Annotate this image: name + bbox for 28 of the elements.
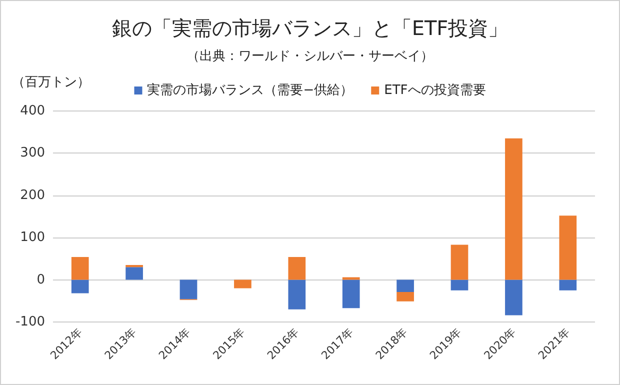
legend-label: 実需の市場バランス（需要−供給） xyxy=(147,82,354,98)
bar xyxy=(450,244,468,280)
legend-label: ETFへの投資需要 xyxy=(384,83,486,98)
y-tick-label: 100 xyxy=(20,230,45,246)
bar xyxy=(396,280,414,292)
y-tick-label: 400 xyxy=(20,104,45,118)
y-tick-label: 300 xyxy=(20,146,45,161)
bar xyxy=(559,216,577,280)
bar xyxy=(505,138,522,280)
y-tick-label: 200 xyxy=(20,188,45,203)
bar xyxy=(342,277,360,280)
bar xyxy=(450,280,468,290)
chart-title: 銀の「実需の市場バランス」と「ETF投資」 xyxy=(112,16,508,40)
y-tick-label: 0 xyxy=(36,272,45,288)
bar xyxy=(288,257,306,280)
bar xyxy=(342,280,360,308)
bar xyxy=(559,280,577,290)
y-axis-title: （百万トン） xyxy=(12,75,90,90)
y-tick-label: -100 xyxy=(15,314,45,330)
bar xyxy=(396,292,414,302)
bar xyxy=(180,280,198,300)
bar xyxy=(71,280,89,294)
bar xyxy=(71,257,89,280)
bar xyxy=(288,280,306,310)
bar xyxy=(234,280,252,288)
chart-subtitle: （出典：ワールド・シルバー・サーベイ） xyxy=(186,49,434,64)
bar xyxy=(505,280,522,316)
bar xyxy=(126,267,143,280)
